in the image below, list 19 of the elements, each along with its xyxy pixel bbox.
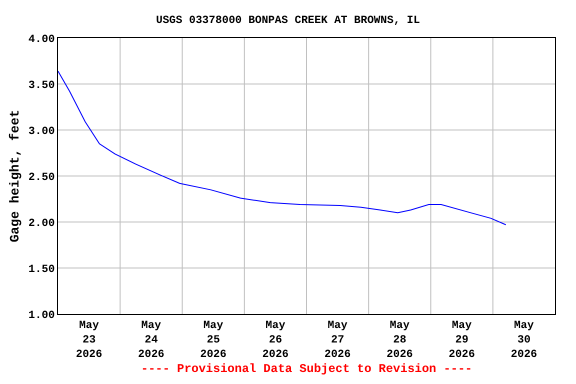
y-tick-label: 3.00 — [28, 126, 55, 138]
x-tick-label: May 28 2026 — [386, 320, 413, 361]
text: ---- Provisional Data Subject to Revision ---- — [141, 362, 472, 376]
x-tick-label: May 24 2026 — [138, 320, 164, 361]
y-tick-label: 2.00 — [28, 218, 55, 230]
y-tick-label: 2.50 — [28, 172, 55, 184]
y-tick-label: 3.50 — [28, 80, 55, 92]
x-tick-label: May 26 2026 — [262, 320, 289, 361]
y-tick-label: 4.00 — [28, 34, 55, 46]
y-axis-title: Gage height, feet — [7, 110, 22, 242]
x-tick-label: May 27 2026 — [324, 320, 351, 361]
x-tick-label: May 23 2026 — [76, 320, 102, 361]
chart-title: USGS 03378000 BONPAS CREEK AT BROWNS, IL — [156, 15, 420, 28]
x-tick-label: May 30 2026 — [510, 320, 538, 361]
line-series — [58, 70, 506, 226]
y-tick-label: 1.50 — [28, 264, 55, 276]
x-tick-label: May 25 2026 — [200, 320, 227, 361]
x-tick-label: May 29 2026 — [448, 320, 476, 361]
y-tick-label: 1.00 — [28, 310, 55, 322]
